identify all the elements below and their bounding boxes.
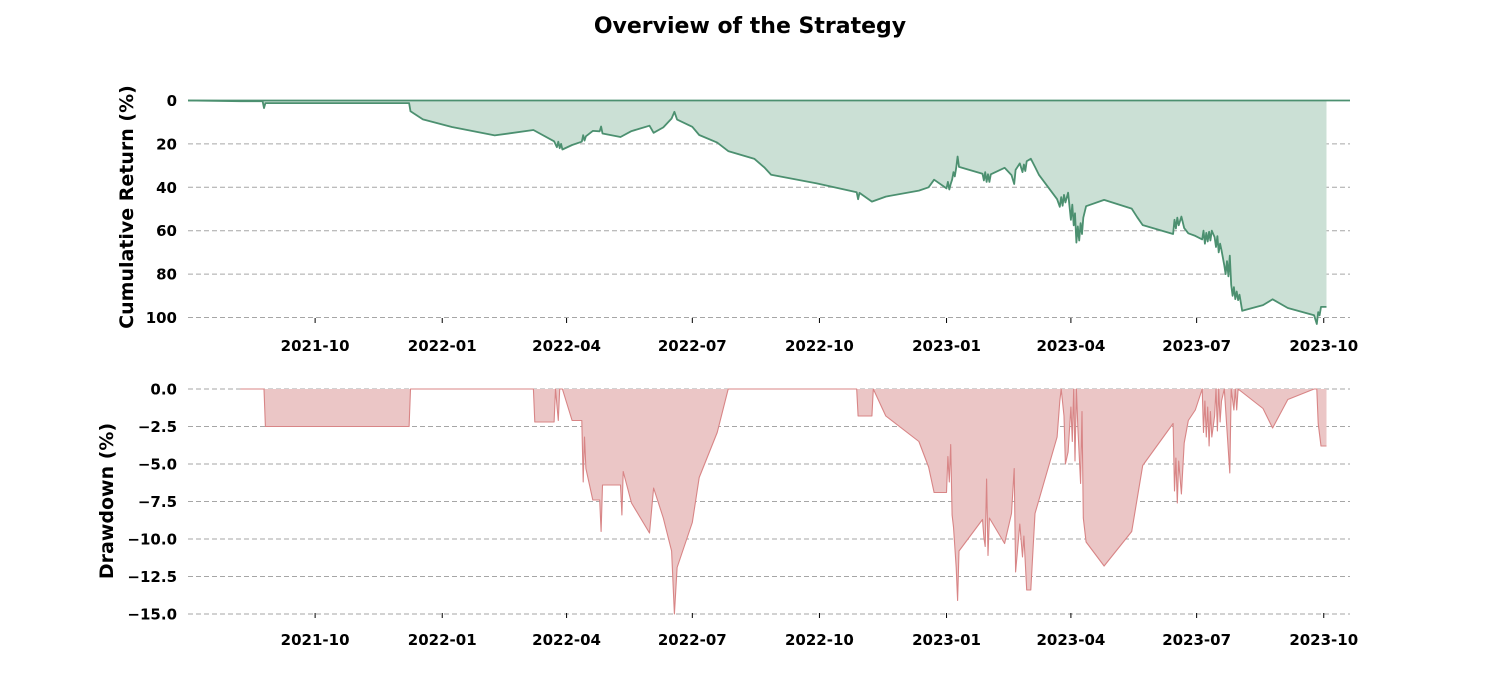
x-tick-label: 2022-10: [785, 631, 854, 649]
x-tick-label: 2023-04: [1036, 337, 1105, 355]
x-tick-label: 2023-10: [1289, 337, 1358, 355]
x-tick-label: 2023-01: [912, 631, 981, 649]
x-tick-label: 2021-10: [281, 337, 350, 355]
cumulative-return-panel: 0 20 40 60 80 100 2021-10 2022-01 2022-04 2022-07…: [116, 85, 1358, 355]
x-tick-label: 2022-01: [408, 337, 477, 355]
y-tick-label: 0: [167, 92, 177, 110]
y-axis-label: Drawdown (%): [96, 423, 118, 579]
y-tick-label: 40: [156, 179, 177, 197]
y-tick-label: 20: [156, 135, 177, 153]
x-tick-label: 2022-04: [532, 337, 601, 355]
series-line: [240, 388, 1327, 615]
y-axis-label: Cumulative Return (%): [116, 85, 138, 329]
x-tick-label: 2022-04: [532, 631, 601, 649]
drawdown-panel: 0.0 −2.5 −5.0 −7.5 −10.0 −12.5 −15.0 2021-10 202…: [96, 381, 1358, 650]
y-tick-label: −15.0: [127, 606, 177, 624]
x-tick-label: 2023-04: [1036, 631, 1105, 649]
x-tick-label: 2022-07: [658, 631, 727, 649]
x-tick-label: 2021-10: [281, 631, 350, 649]
x-tick-label: 2023-07: [1162, 631, 1231, 649]
y-tick-label: 80: [156, 266, 177, 284]
y-tick-label: −2.5: [138, 418, 177, 436]
x-tick-label: 2023-07: [1162, 337, 1231, 355]
y-tick-label: −7.5: [138, 493, 177, 511]
series-line: [187, 99, 1327, 325]
series-area: [188, 100, 1327, 324]
x-tick-label: 2023-01: [912, 337, 981, 355]
x-tick-label: 2022-10: [785, 337, 854, 355]
x-tick-label: 2023-10: [1289, 631, 1358, 649]
y-tick-label: 60: [156, 222, 177, 240]
chart-title: Overview of the Strategy: [594, 14, 906, 39]
x-tick-label: 2022-07: [658, 337, 727, 355]
y-tick-label: 0.0: [150, 381, 177, 399]
y-tick-label: −12.5: [127, 568, 177, 586]
x-tick-label: 2022-01: [408, 631, 477, 649]
y-tick-label: −10.0: [127, 531, 177, 549]
y-tick-label: 100: [146, 309, 177, 327]
y-tick-label: −5.0: [138, 456, 177, 474]
